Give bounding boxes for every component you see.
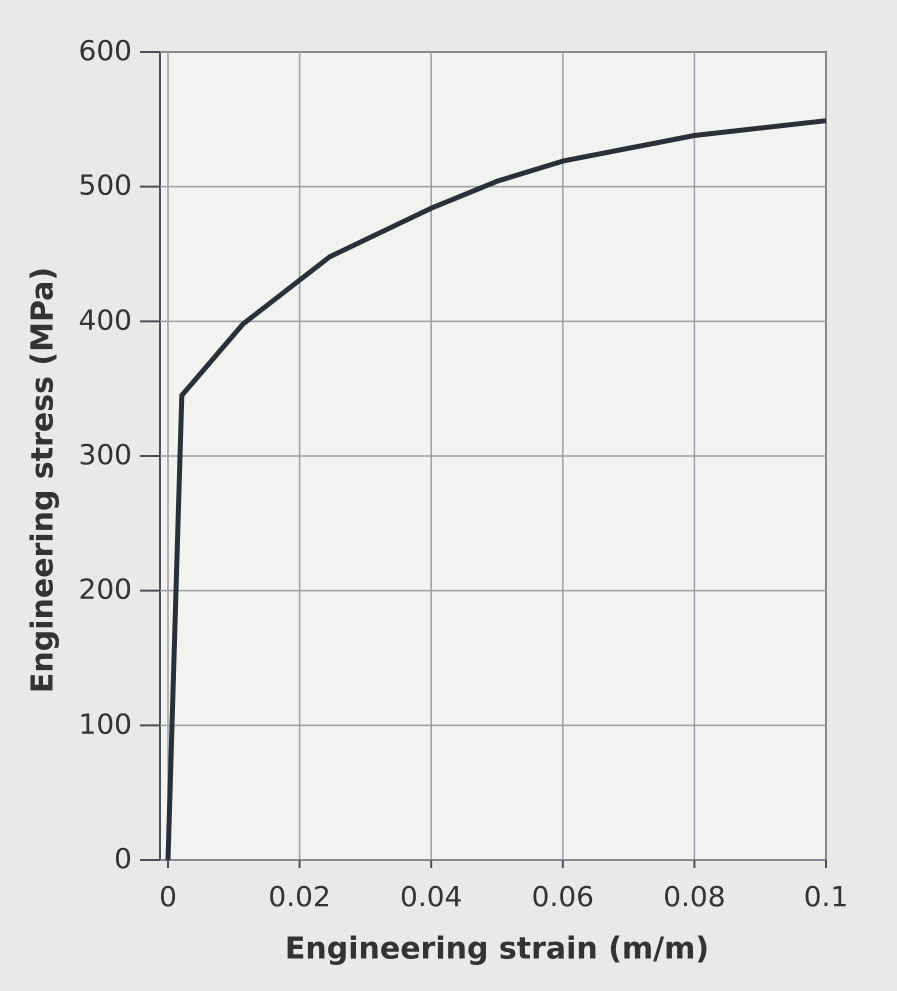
x-tick-label: 0.02 — [268, 880, 330, 913]
y-tick-label: 0 — [114, 842, 132, 875]
x-tick-label: 0.1 — [804, 880, 849, 913]
x-tick-label: 0.04 — [400, 880, 462, 913]
y-axis-title: Engineering stress (MPa) — [26, 267, 61, 693]
x-axis-title: Engineering strain (m/m) — [285, 932, 709, 967]
x-tick-label: 0.06 — [532, 880, 594, 913]
y-tick-label: 200 — [79, 573, 132, 606]
x-tick-label: 0 — [159, 880, 177, 913]
y-tick-label: 500 — [79, 169, 132, 202]
y-tick-label: 400 — [79, 303, 132, 336]
data-line — [165, 118, 827, 861]
y-tick-label: 300 — [79, 438, 132, 471]
y-tick-label: 100 — [79, 707, 132, 740]
x-tick-label: 0.08 — [663, 880, 725, 913]
y-tick-label: 600 — [79, 34, 132, 67]
